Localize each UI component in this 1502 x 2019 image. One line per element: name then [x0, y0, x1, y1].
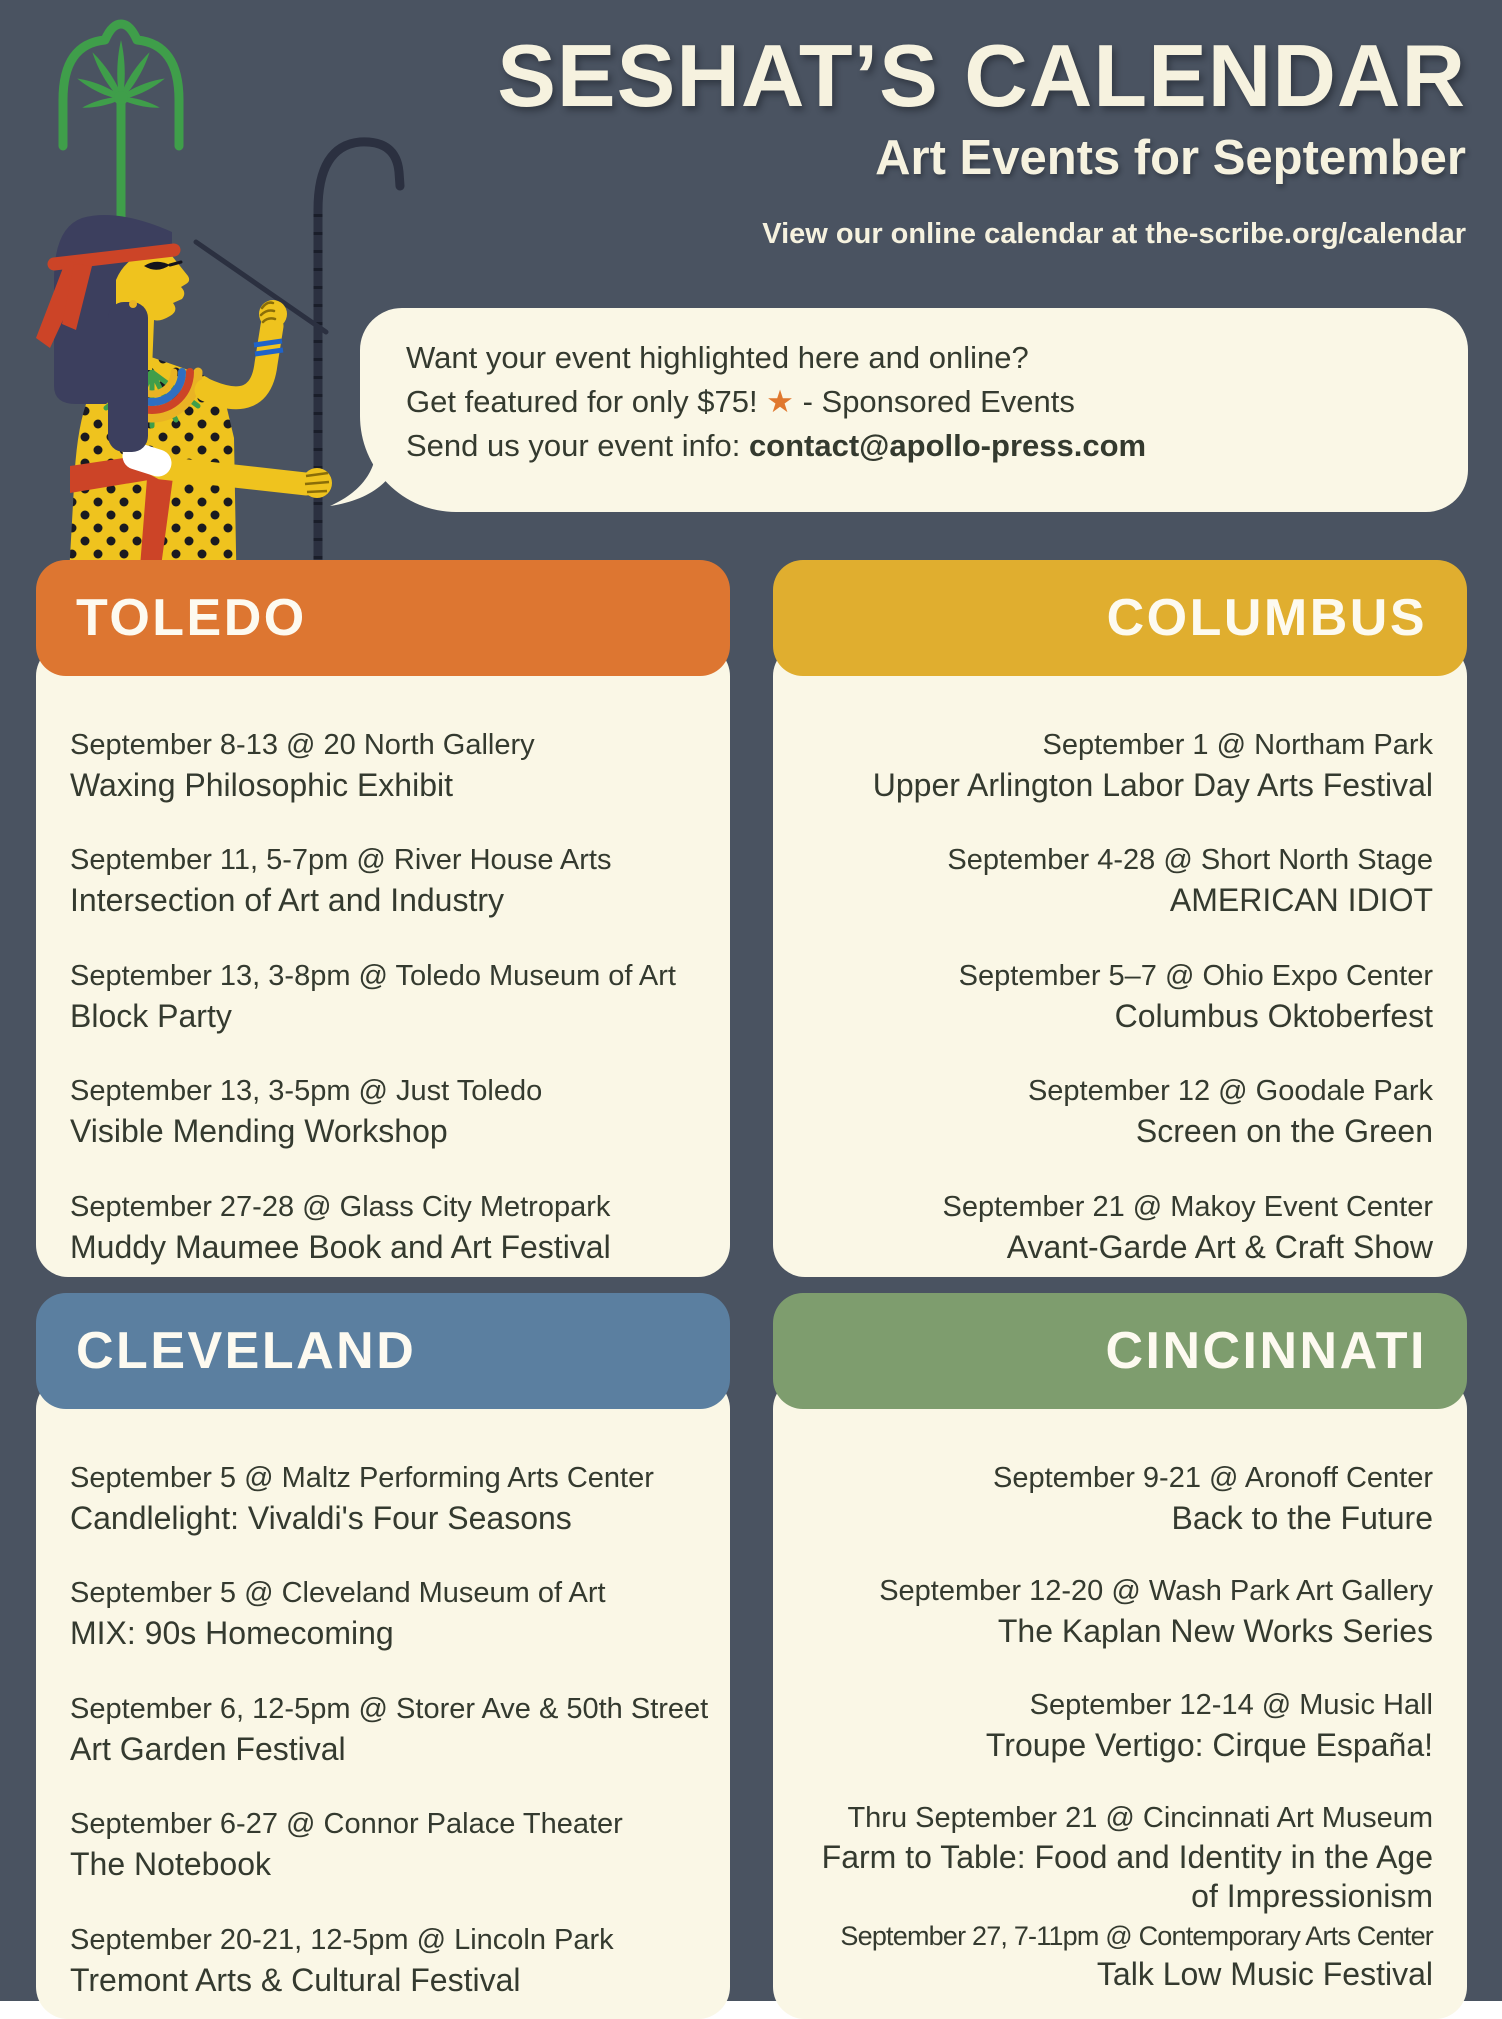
event-title: Avant-Garde Art & Craft Show	[1006, 1228, 1433, 1265]
event-item: September 11, 5-7pm @ River House Arts I…	[70, 841, 696, 921]
event-title: Intersection of Art and Industry	[70, 882, 505, 919]
event-title: MIX: 90s Homecoming	[70, 1615, 394, 1652]
event-item: September 9-21 @ Aronoff Center Back to …	[807, 1459, 1433, 1539]
promo-line-3: Send us your event info: contact@apollo-…	[406, 428, 1147, 463]
speech-bubble-tail	[330, 448, 402, 506]
event-title: Farm to Table: Food and Identity in the …	[821, 1839, 1433, 1915]
earring	[129, 300, 137, 308]
event-item: September 13, 3-5pm @ Just Toledo Visibl…	[70, 1072, 696, 1152]
event-date: September 5 @ Cleveland Museum of Art	[70, 1577, 606, 1610]
city-name: CINCINNATI	[1105, 1322, 1427, 1380]
city-name: TOLEDO	[76, 589, 307, 647]
event-date: September 13, 3-8pm @ Toledo Museum of A…	[70, 959, 676, 992]
event-item: September 1 @ Northam Park Upper Arlingt…	[807, 726, 1433, 806]
star-icon: ★	[766, 384, 794, 419]
city-name: CLEVELAND	[76, 1322, 417, 1380]
event-date: September 12-20 @ Wash Park Art Gallery	[879, 1575, 1433, 1608]
event-item: September 27, 7-11pm @ Contemporary Arts…	[807, 1918, 1433, 1996]
event-item: September 12-14 @ Music Hall Troupe Vert…	[807, 1686, 1433, 1766]
event-item: September 21 @ Makoy Event Center Avant-…	[807, 1188, 1433, 1268]
event-title: Screen on the Green	[1135, 1113, 1433, 1150]
event-title: The Notebook	[70, 1846, 272, 1883]
city-section: COLUMBUS September 1 @ Northam Park Uppe…	[773, 560, 1467, 1277]
event-title: Art Garden Festival	[70, 1730, 346, 1767]
event-date: September 5–7 @ Ohio Expo Center	[958, 959, 1433, 992]
city-section: CINCINNATI September 9-21 @ Aronoff Cent…	[773, 1293, 1467, 2019]
event-title: Muddy Maumee Book and Art Festival	[70, 1228, 611, 1265]
event-item: September 27-28 @ Glass City Metropark M…	[70, 1188, 696, 1268]
event-date: September 12 @ Goodale Park	[1027, 1075, 1433, 1108]
event-title: Candlelight: Vivaldi's Four Seasons	[70, 1499, 572, 1536]
city-section: CLEVELAND September 5 @ Maltz Performing…	[36, 1293, 730, 2019]
event-date: Thru September 21 @ Cincinnati Art Museu…	[847, 1802, 1433, 1835]
city-header: CINCINNATI	[773, 1293, 1467, 1409]
stylus-icon	[193, 239, 329, 335]
event-date: September 5 @ Maltz Performing Arts Cent…	[70, 1462, 654, 1494]
event-date: September 12-14 @ Music Hall	[1029, 1688, 1433, 1721]
page-subtitle: Art Events for September	[875, 130, 1466, 185]
city-header: COLUMBUS	[773, 560, 1467, 676]
event-item: September 8-13 @ 20 North Gallery Waxing…	[70, 726, 696, 806]
online-calendar-url: View our online calendar at the-scribe.o…	[762, 217, 1466, 250]
contact-email: contact@apollo-press.com	[748, 428, 1147, 463]
event-date: September 21 @ Makoy Event Center	[942, 1190, 1433, 1223]
event-title: The Kaplan New Works Series	[997, 1613, 1433, 1650]
city-header: TOLEDO	[36, 560, 730, 676]
city-event-list: September 8-13 @ 20 North Gallery Waxing…	[36, 644, 730, 1277]
event-item: September 4-28 @ Short North Stage AMERI…	[807, 841, 1433, 921]
city-event-list: September 9-21 @ Aronoff Center Back to …	[773, 1377, 1467, 2019]
headband	[36, 243, 181, 348]
event-item: September 13, 3-8pm @ Toledo Museum of A…	[70, 957, 696, 1037]
event-date: September 8-13 @ 20 North Gallery	[70, 729, 535, 761]
event-item: September 5 @ Maltz Performing Arts Cent…	[70, 1459, 696, 1539]
event-item: Thru September 21 @ Cincinnati Art Museu…	[807, 1799, 1433, 1916]
city-name: COLUMBUS	[1106, 589, 1427, 647]
city-header: CLEVELAND	[36, 1293, 730, 1409]
event-item: September 5–7 @ Ohio Expo Center Columbu…	[807, 957, 1433, 1037]
event-date: September 20-21, 12-5pm @ Lincoln Park	[70, 1923, 614, 1956]
city-event-list: September 1 @ Northam Park Upper Arlingt…	[773, 644, 1467, 1277]
event-title: Talk Low Music Festival	[1096, 1956, 1433, 1993]
event-date: September 6-27 @ Connor Palace Theater	[70, 1808, 623, 1841]
eye	[144, 261, 170, 270]
event-date: September 27, 7-11pm @ Contemporary Arts…	[840, 1921, 1433, 1952]
event-item: September 6-27 @ Connor Palace Theater T…	[70, 1805, 696, 1885]
event-item: September 5 @ Cleveland Museum of Art MI…	[70, 1574, 696, 1654]
city-section: TOLEDO September 8-13 @ 20 North Gallery…	[36, 560, 730, 1277]
event-date: September 9-21 @ Aronoff Center	[993, 1462, 1433, 1494]
event-item: September 12 @ Goodale Park Screen on th…	[807, 1072, 1433, 1152]
event-title: Upper Arlington Labor Day Arts Festival	[872, 766, 1433, 803]
event-date: September 27-28 @ Glass City Metropark	[70, 1190, 611, 1223]
event-title: Visible Mending Workshop	[70, 1113, 448, 1150]
event-item: September 20-21, 12-5pm @ Lincoln Park T…	[70, 1921, 696, 2001]
promo-line-2: Get featured for only $75! ★ - Sponsored…	[406, 384, 1075, 419]
page-title: SESHAT’S CALENDAR	[497, 26, 1466, 125]
event-date: September 11, 5-7pm @ River House Arts	[70, 844, 612, 877]
event-title: Tremont Arts & Cultural Festival	[70, 1961, 521, 1998]
event-title: Troupe Vertigo: Cirque España!	[985, 1726, 1433, 1763]
staff-icon	[313, 137, 405, 664]
promo-line-1: Want your event highlighted here and onl…	[406, 340, 1029, 375]
seshat-emblem-icon	[58, 19, 184, 227]
event-date: September 13, 3-5pm @ Just Toledo	[70, 1075, 543, 1108]
event-date: September 4-28 @ Short North Stage	[947, 844, 1433, 877]
event-title: Back to the Future	[1171, 1499, 1433, 1536]
event-item: September 6, 12-5pm @ Storer Ave & 50th …	[70, 1690, 709, 1770]
promo-callout: Want your event highlighted here and onl…	[330, 308, 1468, 512]
event-item: September 12-20 @ Wash Park Art Gallery …	[807, 1572, 1433, 1652]
city-event-list: September 5 @ Maltz Performing Arts Cent…	[36, 1377, 730, 2019]
event-date: September 1 @ Northam Park	[1042, 729, 1433, 761]
masthead: SESHAT’S CALENDAR Art Events for Septemb…	[497, 30, 1466, 251]
event-title: Block Party	[70, 997, 232, 1034]
event-title: AMERICAN IDIOT	[1169, 882, 1433, 919]
event-title: Waxing Philosophic Exhibit	[70, 766, 453, 803]
event-date: September 6, 12-5pm @ Storer Ave & 50th …	[70, 1692, 709, 1725]
event-title: Columbus Oktoberfest	[1114, 997, 1433, 1034]
